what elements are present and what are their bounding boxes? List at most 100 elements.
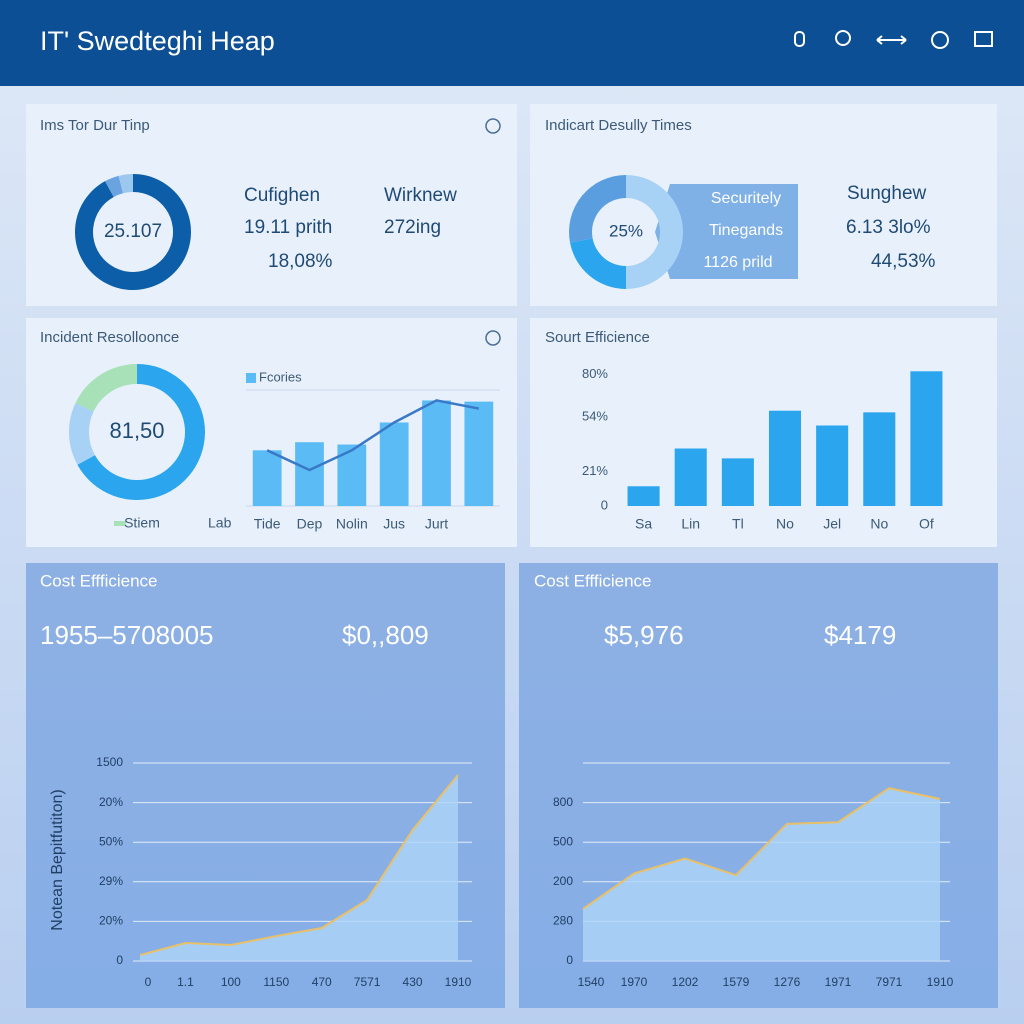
area [583,788,940,961]
bar [252,450,282,506]
y-level-label: 280 [553,914,573,928]
stat: 6.13 3lo% [846,217,931,238]
icon-menu[interactable] [974,31,993,47]
y-level-label: 500 [553,834,573,848]
x-tick-label: 0 [145,975,152,989]
y-tick-label: 0 [601,497,608,512]
y-level-label: 1500 [96,755,123,769]
legend-label: Stiem [124,515,160,531]
callout-box [655,184,798,279]
bar [721,458,754,506]
y-tick-label: 54% [582,409,608,424]
line [266,399,480,472]
x-tick-label: 1910 [927,975,954,989]
x-tick-label: Of [919,516,934,532]
bar [295,442,324,506]
stat: 18,08% [268,251,333,272]
bar [863,412,896,506]
figure: $4179 [824,620,896,650]
header-title: IT' Swedteghi Heap [40,26,275,56]
x-tick-label: 430 [403,975,423,989]
icon-expand[interactable] [876,35,907,45]
area [140,775,458,961]
bar [422,400,451,506]
legend-label: Fcories [259,369,302,384]
x-tick-label: 1971 [825,975,852,989]
bar [627,486,660,506]
donut-center-label: 25.107 [104,221,162,242]
x-tick-label: Tl [732,516,744,532]
figure: 1955–5708005 [40,620,214,650]
x-tick-label: 7571 [354,975,381,989]
icon-panel[interactable] [485,118,501,134]
x-tick-label: 1.1 [177,975,194,989]
line [139,774,459,957]
x-tick-label: 1579 [723,975,750,989]
y-tick-label: 80% [582,366,608,381]
donut-segment [68,403,95,465]
y-tick-label: 21% [582,463,608,478]
x-tick-label: 1202 [672,975,699,989]
y-level-label: 800 [553,795,573,809]
donut-segment [75,364,137,412]
y-level-label: 20% [99,795,123,809]
x-tick-label: Jurt [425,516,448,532]
callout-text: Tinegands [709,222,783,239]
bar [379,422,409,506]
legend-label: Lab [208,515,232,531]
x-tick-label: Dep [297,516,323,532]
stat: Sunghew [847,183,927,204]
donut-segment [570,238,626,289]
x-tick-label: Tide [254,516,281,532]
x-tick-label: 1150 [263,975,289,989]
bar [768,410,802,506]
x-tick-label: 100 [221,975,241,989]
icon-settings[interactable] [931,31,949,49]
stat: Cufighen [244,185,320,206]
figure: $0,,809 [342,620,429,650]
header-bar [0,0,1024,86]
x-tick-label: 7971 [876,975,903,989]
bar [464,401,494,506]
x-tick-label: 1970 [621,975,648,989]
x-tick-label: 1276 [774,975,801,989]
y-axis-label: Notean Bepitfutiton) [49,789,66,930]
x-tick-label: Sa [635,516,652,532]
panel-icons [485,118,501,346]
icon-panel[interactable] [485,330,501,346]
y-level-label: 20% [99,914,123,928]
donut-segment [77,364,205,500]
legend-swatch [114,521,126,526]
bar [910,371,943,506]
y-level-label: 29% [99,874,123,888]
bar [674,448,707,506]
x-tick-label: Jel [823,516,841,532]
x-tick-label: 1910 [445,975,472,989]
panel-title: Cost Effficience [40,571,158,590]
donut-segment [118,174,133,194]
y-level-label: 200 [553,874,573,888]
header-icons [794,30,993,49]
stat: 44,53% [871,251,936,272]
y-level-label: 0 [116,953,123,967]
donut-segment [569,175,626,243]
stat: 19.11 prith [244,217,332,238]
y-level-label: 0 [566,953,573,967]
legend-swatch [246,373,256,383]
icon-search[interactable] [835,30,851,46]
y-level-label: 50% [99,834,123,848]
x-tick-label: Nolin [336,516,368,532]
x-tick-label: 1540 [578,975,605,989]
panel-title: Ims Tor Dur Tinp [40,117,150,134]
x-tick-label: No [776,516,794,532]
x-tick-label: 470 [312,975,332,989]
x-tick-label: Jus [383,516,405,532]
panel-title: Sourt Efficience [545,329,650,346]
icon-mic[interactable] [794,31,805,47]
x-tick-label: No [870,516,888,532]
callout-text: Securitely [711,190,781,207]
x-tick-label: Lin [681,516,700,532]
donut-segment [105,175,124,197]
